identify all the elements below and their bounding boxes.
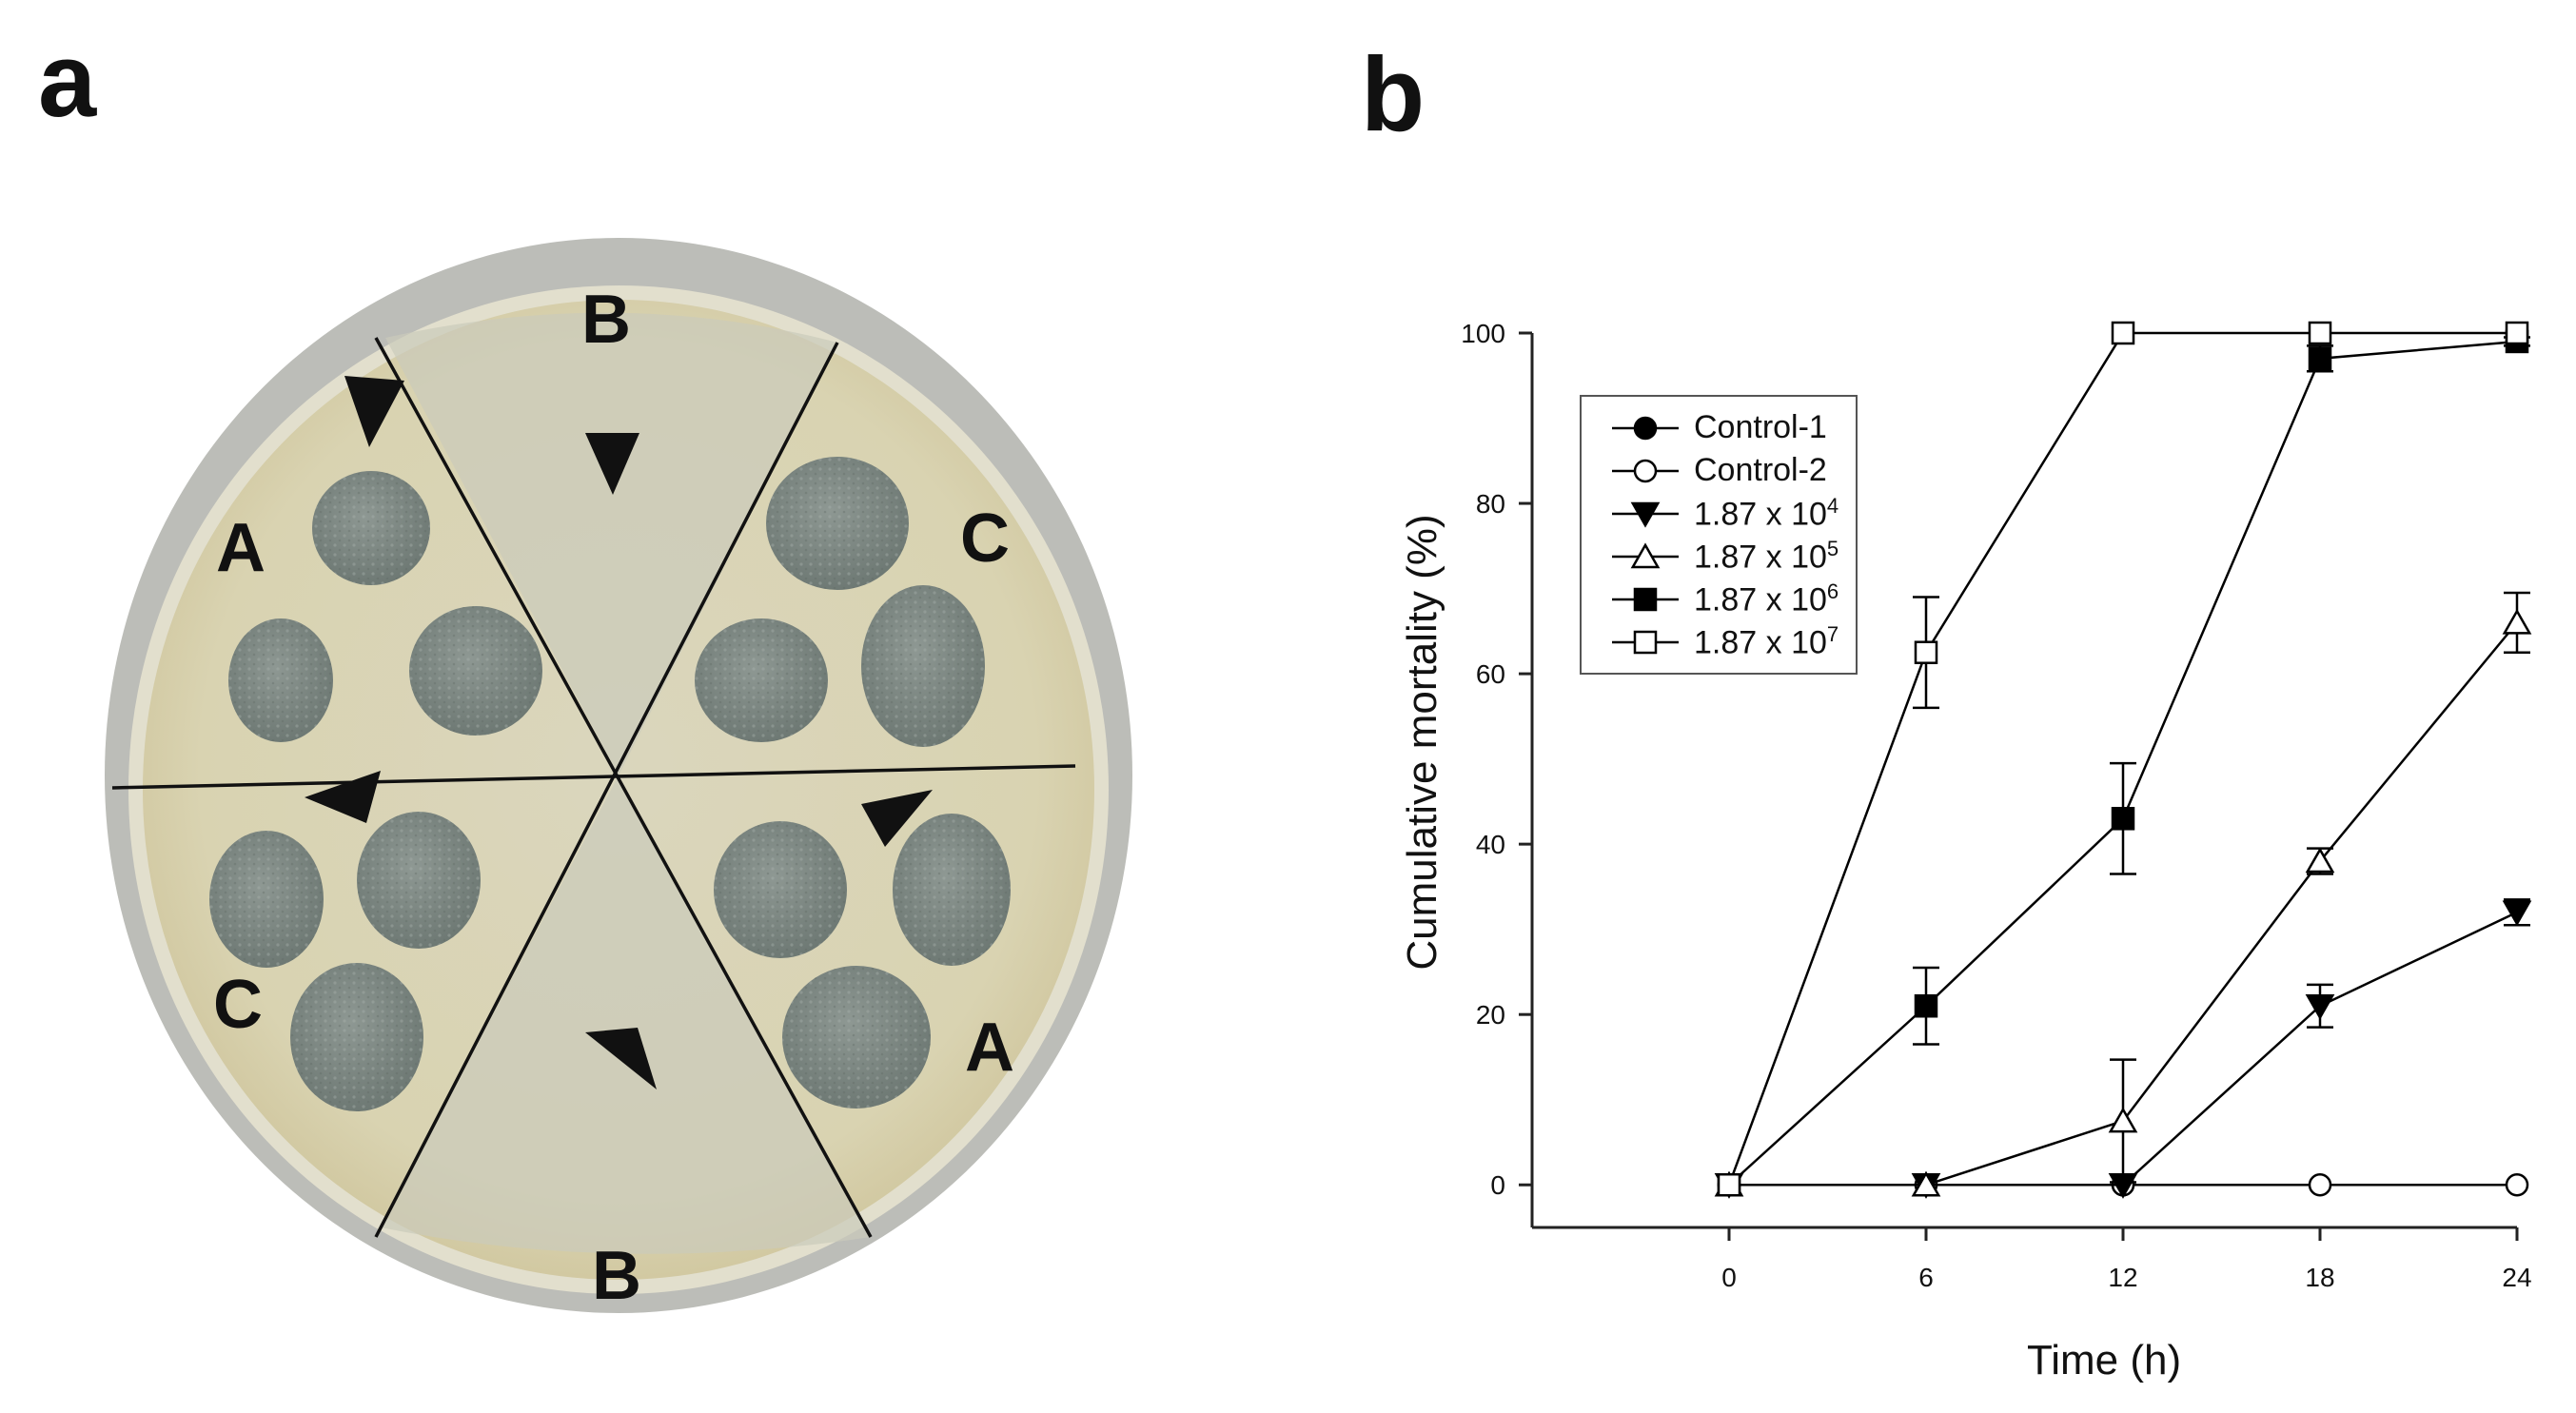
y-axis-title: Cumulative mortality (%) (1399, 514, 1445, 971)
data-point (1914, 640, 1938, 664)
legend-entry: Control-2 (1603, 449, 1839, 492)
legend-entry: 1.87 x 105 (1603, 535, 1839, 578)
data-point (2505, 321, 2529, 345)
x-tick-label: 18 (2305, 1263, 2334, 1292)
x-tick-label: 12 (2108, 1263, 2137, 1292)
data-point (1717, 1172, 1741, 1197)
legend-label-exponent: 7 (1826, 621, 1839, 646)
arrowhead-left (305, 771, 381, 823)
clear-zone-bottom (381, 775, 871, 1254)
x-axis-title: Time (h) (2027, 1337, 2182, 1384)
data-point (1911, 1170, 1941, 1197)
arrowhead-right (861, 790, 933, 847)
legend-label: 1.87 x 107 (1694, 622, 1839, 661)
x-tick-label: 0 (1721, 1263, 1737, 1292)
series-5 (1717, 329, 2530, 1197)
y-tick-label: 80 (1476, 489, 1505, 519)
sector-label-lower-left: C (213, 967, 263, 1043)
legend-entry: 1.87 x 107 (1603, 620, 1839, 663)
data-point (2108, 1107, 2138, 1133)
data-point (2111, 321, 2135, 345)
y-tick-label: 40 (1476, 830, 1505, 859)
y-tick-label: 60 (1476, 659, 1505, 689)
sector-label-upper-right: C (960, 500, 1010, 577)
data-point (2305, 847, 2335, 873)
data-point (2305, 993, 2335, 1020)
sector-label-bottom: B (592, 1238, 641, 1314)
legend-entry: Control-1 (1603, 406, 1839, 449)
legend-entry: 1.87 x 104 (1603, 492, 1839, 535)
arrowhead-bottom-center (585, 1028, 657, 1089)
series-4 (1714, 591, 2532, 1197)
legend-label-exponent: 6 (1826, 579, 1839, 603)
legend-label: 1.87 x 106 (1694, 579, 1839, 618)
legend-label-base: 1.87 x 10 (1694, 539, 1827, 576)
data-point (2308, 346, 2332, 371)
arrowheads (305, 376, 933, 1089)
legend-marker (1633, 459, 1658, 482)
legend-label: Control-1 (1694, 409, 1827, 445)
legend-marker (1633, 630, 1658, 654)
legend-marker (1633, 416, 1658, 440)
legend-symbol (1612, 630, 1679, 654)
axes: 0 20 40 60 80 100 0 6 12 18 24 (1461, 319, 2531, 1292)
legend-label-base: 1.87 x 10 (1694, 496, 1827, 533)
legend-label: Control-2 (1694, 452, 1827, 488)
legend-label-exponent: 5 (1826, 536, 1839, 560)
sector-divider-lines (111, 337, 1076, 1238)
data-point (2308, 321, 2332, 345)
x-tick-label: 24 (2502, 1263, 2531, 1292)
y-tick-label: 20 (1476, 1000, 1505, 1030)
colony-group (209, 457, 1011, 1111)
legend-label: 1.87 x 104 (1694, 494, 1839, 533)
arrowhead-top-center (585, 433, 639, 495)
sector-label-lower-right: A (965, 1010, 1014, 1086)
legend-label: 1.87 x 105 (1694, 537, 1839, 576)
legend-label-base: 1.87 x 10 (1694, 624, 1827, 661)
legend-symbol (1612, 541, 1679, 568)
sector-label-top: B (581, 282, 631, 358)
legend-label-base: 1.87 x 10 (1694, 581, 1827, 618)
data-point (1914, 993, 1938, 1018)
data-point (2308, 1172, 2332, 1197)
panel-a-label: a (38, 22, 97, 139)
legend-marker (1633, 587, 1658, 611)
data-point (2111, 807, 2135, 831)
clear-zone-top (385, 312, 837, 775)
petri-dish-photo: B C A B C A (105, 238, 1132, 1314)
legend-entry: 1.87 x 106 (1603, 578, 1839, 620)
legend-symbol (1612, 416, 1679, 440)
legend-marker (1630, 541, 1661, 568)
legend-symbol (1612, 501, 1679, 528)
sector-label-upper-left: A (216, 510, 265, 586)
arrowhead-top-left (344, 376, 404, 447)
y-tick-label: 0 (1490, 1170, 1505, 1200)
x-tick-label: 6 (1918, 1263, 1934, 1292)
data-point (2502, 608, 2532, 635)
data-point (2502, 900, 2532, 927)
legend-marker (1630, 501, 1661, 528)
legend-symbol (1612, 459, 1679, 482)
y-tick-label: 100 (1461, 319, 1505, 348)
data-point (2505, 1172, 2529, 1197)
legend-symbol (1612, 587, 1679, 611)
series-layer (1714, 321, 2532, 1199)
panel-b-label: b (1361, 36, 1426, 153)
series-6 (1717, 321, 2529, 1197)
legend-label-exponent: 4 (1826, 493, 1839, 518)
legend: Control-1 Control-2 1.87 x 104 1.87 x 105 1.… (1580, 395, 1858, 675)
